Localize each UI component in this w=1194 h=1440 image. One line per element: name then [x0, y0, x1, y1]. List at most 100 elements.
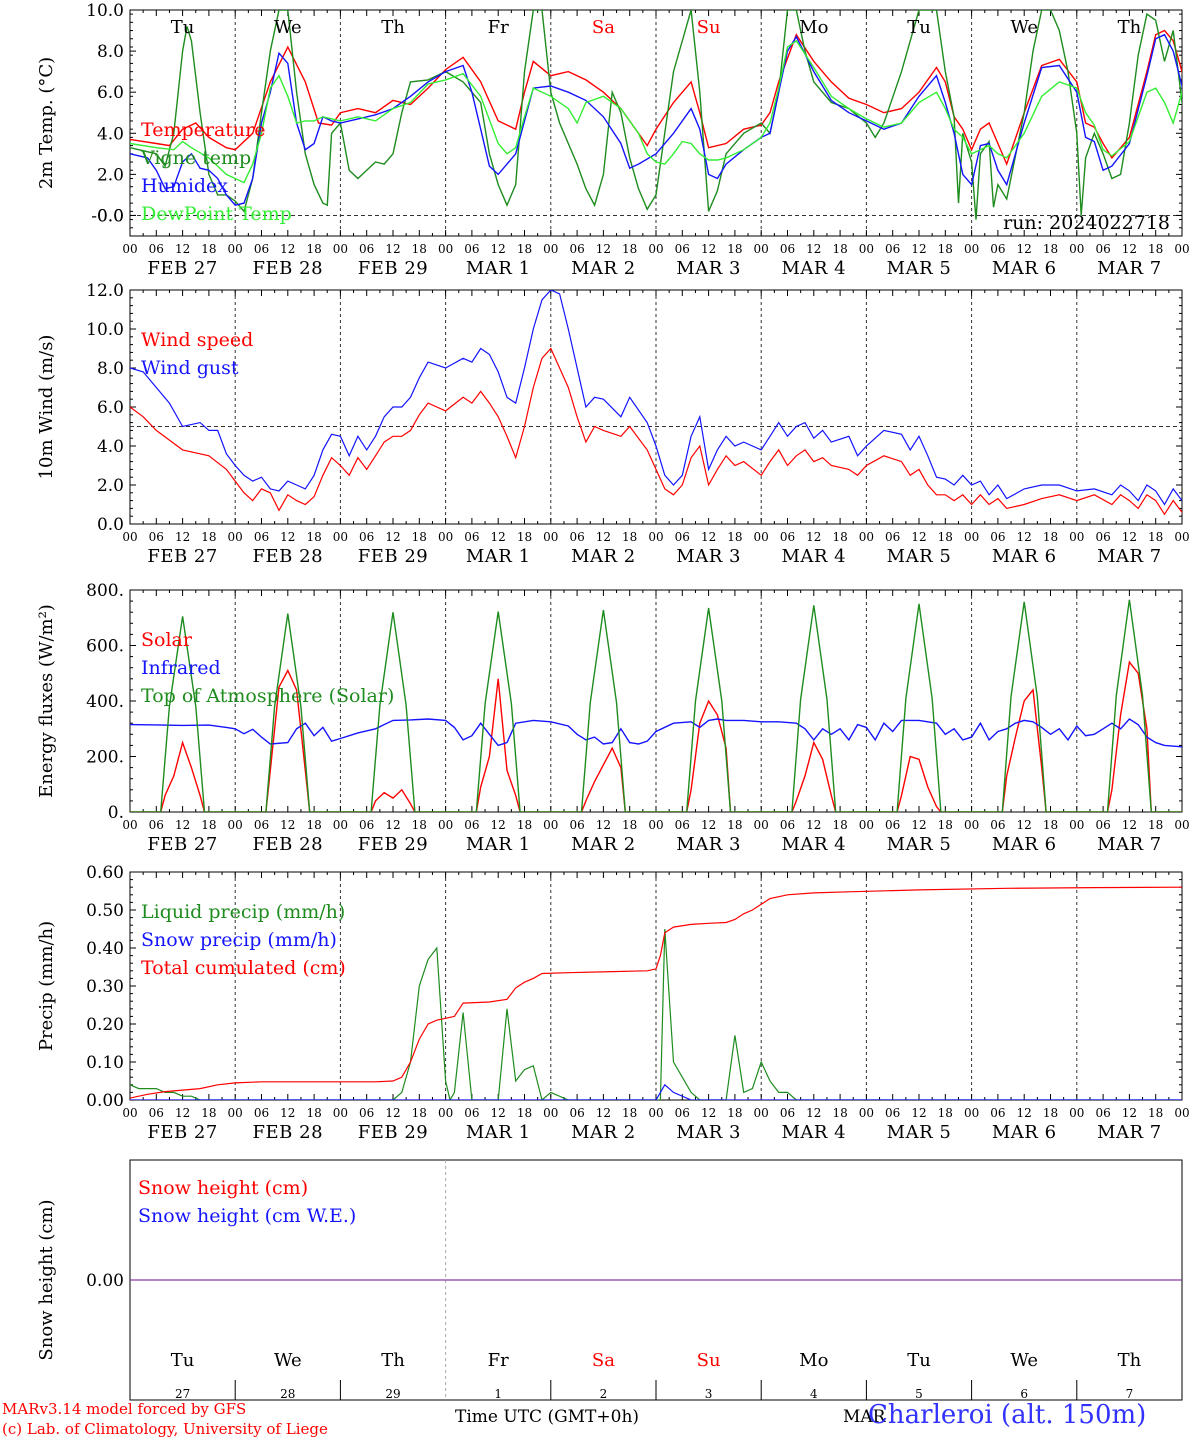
hour-tick-label: 18 [727, 1106, 742, 1120]
hour-tick-label: 12 [1122, 530, 1137, 544]
model-credit: MARv3.14 model forced by GFS [2, 1400, 247, 1418]
run-label: run: 2024022718 [1003, 212, 1170, 234]
hour-tick-label: 00 [228, 818, 243, 832]
hour-tick-label: 18 [622, 1106, 637, 1120]
date-label: FEB 28 [253, 546, 323, 567]
hour-tick-label: 06 [464, 818, 479, 832]
hour-tick-label: 18 [306, 242, 321, 256]
hour-tick-label: 06 [149, 530, 164, 544]
hour-tick-label: 12 [1122, 1106, 1137, 1120]
hour-tick-label: 06 [569, 530, 584, 544]
hour-tick-label: 12 [701, 530, 716, 544]
hour-tick-label: 06 [1095, 242, 1110, 256]
day-number: 5 [915, 1387, 923, 1401]
y-tick-label: 10.0 [86, 320, 124, 340]
hour-tick-label: 18 [622, 818, 637, 832]
date-label: FEB 29 [358, 258, 428, 279]
hour-tick-label: 00 [438, 530, 453, 544]
hour-tick-label: 18 [412, 242, 427, 256]
hour-tick-label: 00 [438, 1106, 453, 1120]
date-label: FEB 27 [147, 1122, 217, 1143]
day-name: Th [381, 1350, 405, 1371]
hour-tick-label: 00 [1069, 818, 1084, 832]
legend-entry: Top of Atmosphere (Solar) [141, 685, 394, 707]
hour-tick-label: 18 [938, 530, 953, 544]
date-label: MAR 6 [992, 1122, 1057, 1143]
y-tick-label: 12.0 [86, 281, 124, 301]
hour-tick-label: 00 [859, 530, 874, 544]
hour-tick-label: 00 [333, 242, 348, 256]
y-tick-label: 200. [86, 748, 124, 768]
series-line-temperature [130, 29, 1182, 167]
hour-tick-label: 18 [517, 242, 532, 256]
hour-tick-label: 12 [280, 530, 295, 544]
legend-entry: Humidex [141, 175, 228, 197]
date-label: FEB 27 [147, 834, 217, 855]
hour-tick-label: 00 [543, 818, 558, 832]
hour-tick-label: 06 [885, 1106, 900, 1120]
hour-tick-label: 06 [569, 1106, 584, 1120]
hour-tick-label: 06 [254, 530, 269, 544]
series-line-dewpoint-temp [130, 39, 1182, 184]
legend-entry: Total cumulated (cm) [141, 957, 346, 979]
hour-tick-label: 18 [517, 530, 532, 544]
date-label: MAR 2 [571, 258, 636, 279]
legend-entry: Solar [141, 629, 193, 651]
hour-tick-label: 12 [806, 818, 821, 832]
day-name: Tu [907, 17, 931, 38]
hour-tick-label: 12 [1017, 818, 1032, 832]
date-label: MAR 3 [676, 1122, 741, 1143]
hour-tick-label: 18 [1148, 530, 1163, 544]
day-name: Tu [171, 17, 195, 38]
date-label: MAR 6 [992, 546, 1057, 567]
date-label: MAR 6 [992, 258, 1057, 279]
hour-tick-label: 18 [201, 242, 216, 256]
series-line-vigne-temp [130, 10, 1182, 220]
hour-tick-label: 12 [701, 1106, 716, 1120]
hour-tick-label: 00 [1174, 530, 1189, 544]
hour-tick-label: 06 [780, 530, 795, 544]
hour-tick-label: 12 [280, 242, 295, 256]
hour-tick-label: 06 [990, 818, 1005, 832]
hour-tick-label: 00 [648, 1106, 663, 1120]
y-tick-label: 0.50 [86, 901, 124, 921]
day-name: Sa [592, 1350, 615, 1371]
legend-entry: Liquid precip (mm/h) [141, 901, 345, 923]
date-label: MAR 1 [466, 258, 531, 279]
day-name: Tu [907, 1350, 931, 1371]
series-line-humidex [130, 33, 1182, 206]
lab-credit: (c) Lab. of Climatology, University of L… [2, 1420, 328, 1438]
day-number: 3 [705, 1387, 713, 1401]
date-label: MAR 5 [887, 834, 952, 855]
hour-tick-label: 00 [964, 1106, 979, 1120]
hour-tick-label: 06 [359, 818, 374, 832]
date-label: MAR 7 [1097, 258, 1162, 279]
hour-tick-label: 06 [569, 242, 584, 256]
hour-tick-label: 00 [122, 242, 137, 256]
legend-entry: Vigne temp [140, 147, 251, 169]
hour-tick-label: 00 [228, 530, 243, 544]
hour-tick-label: 12 [596, 242, 611, 256]
hour-tick-label: 12 [806, 1106, 821, 1120]
hour-tick-label: 12 [596, 1106, 611, 1120]
day-name: Th [1118, 1350, 1142, 1371]
hour-tick-label: 06 [149, 818, 164, 832]
date-label: MAR 3 [676, 258, 741, 279]
hour-tick-label: 18 [832, 818, 847, 832]
hour-tick-label: 18 [412, 1106, 427, 1120]
hour-tick-label: 18 [412, 818, 427, 832]
y-tick-label: 0. [108, 803, 124, 823]
hour-tick-label: 12 [385, 1106, 400, 1120]
hour-tick-label: 18 [727, 530, 742, 544]
hour-tick-label: 00 [754, 818, 769, 832]
hour-tick-label: 12 [596, 530, 611, 544]
hour-tick-label: 06 [885, 818, 900, 832]
day-name: Fr [488, 1350, 509, 1371]
hour-tick-label: 12 [911, 1106, 926, 1120]
hour-tick-label: 18 [201, 530, 216, 544]
date-label: MAR 5 [887, 546, 952, 567]
date-label: MAR 4 [781, 258, 846, 279]
hour-tick-label: 12 [701, 818, 716, 832]
day-number: 2 [600, 1387, 608, 1401]
y-tick-label: -0.0 [91, 206, 124, 226]
